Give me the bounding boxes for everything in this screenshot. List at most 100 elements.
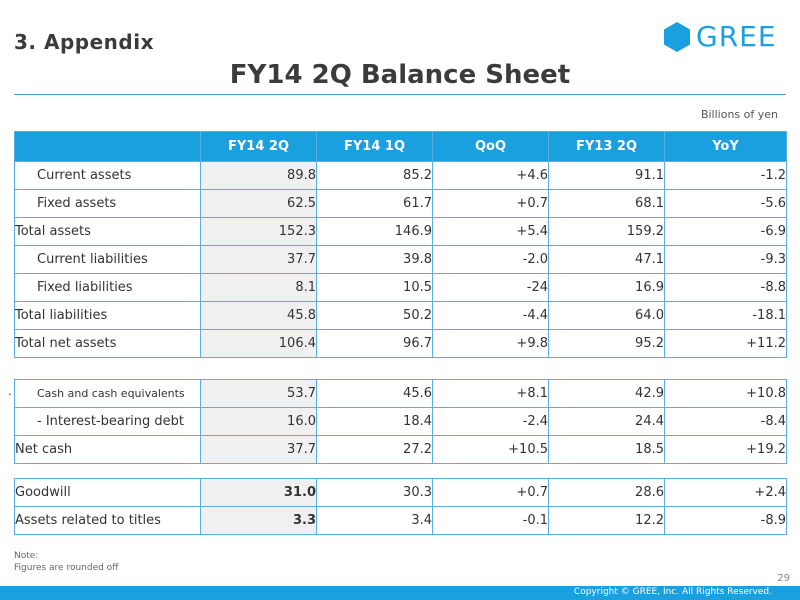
page-title: FY14 2Q Balance Sheet [229, 60, 571, 90]
value-cell: 18.4 [316, 407, 433, 436]
row-label: Total assets [14, 217, 201, 246]
row-label: Total liabilities [14, 301, 201, 330]
row-label: Fixed liabilities [14, 273, 201, 302]
value-cell: 96.7 [316, 329, 433, 358]
value-cell: 10.5 [316, 273, 433, 302]
value-cell: +10.5 [432, 435, 549, 464]
value-cell: 62.5 [200, 189, 317, 218]
value-cell: +5.4 [432, 217, 549, 246]
copyright-text: Copyright © GREE, Inc. All Rights Reserv… [573, 587, 772, 597]
value-cell: -6.9 [664, 217, 787, 246]
row-label: Fixed assets [14, 189, 201, 218]
table-row: Goodwill 31.0 30.3 +0.7 28.6 +2.4 [14, 478, 787, 507]
balance-sheet-table: FY14 2Q FY14 1Q QoQ FY13 2Q YoY Current … [14, 131, 787, 358]
value-cell: 16.0 [200, 407, 317, 436]
value-cell: 30.3 [316, 478, 433, 507]
column-header: YoY [664, 131, 787, 162]
value-cell: +2.4 [664, 478, 787, 507]
value-cell: 45.8 [200, 301, 317, 330]
value-cell: +0.7 [432, 478, 549, 507]
value-cell: +19.2 [664, 435, 787, 464]
value-cell: 53.7 [200, 379, 317, 408]
note-text: Figures are rounded off [14, 563, 119, 573]
row-label: Cash and cash equivalents [14, 379, 201, 408]
value-cell: -2.0 [432, 245, 549, 274]
value-cell: 106.4 [200, 329, 317, 358]
value-cell: +9.8 [432, 329, 549, 358]
value-cell: +11.2 [664, 329, 787, 358]
value-cell: +4.6 [432, 161, 549, 190]
table-row: Current assets 89.8 85.2 +4.6 91.1 -1.2 [14, 161, 787, 190]
goodwill-table: Goodwill 31.0 30.3 +0.7 28.6 +2.4 Assets… [14, 478, 787, 535]
value-cell: -2.4 [432, 407, 549, 436]
table-row: Current liabilities 37.7 39.8 -2.0 47.1 … [14, 245, 787, 274]
table-row: Total net assets 106.4 96.7 +9.8 95.2 +1… [14, 329, 787, 358]
value-cell: -8.8 [664, 273, 787, 302]
value-cell: 95.2 [548, 329, 665, 358]
column-header: FY13 2Q [548, 131, 665, 162]
hexagon-logo-icon [664, 21, 690, 52]
value-cell: 37.7 [200, 435, 317, 464]
row-label: - Interest-bearing debt [14, 407, 201, 436]
logo-text: GREE [696, 20, 777, 53]
value-cell: 3.3 [200, 506, 317, 535]
value-cell: -18.1 [664, 301, 787, 330]
value-cell: 45.6 [316, 379, 433, 408]
value-cell: 64.0 [548, 301, 665, 330]
value-cell: 8.1 [200, 273, 317, 302]
page-number: 29 [777, 573, 790, 584]
footer-bar: Copyright © GREE, Inc. All Rights Reserv… [0, 586, 800, 600]
column-header: QoQ [432, 131, 549, 162]
footnote: Note: Figures are rounded off [14, 550, 118, 574]
units-label: Billions of yen [700, 108, 778, 121]
value-cell: 28.6 [548, 478, 665, 507]
table-row: Assets related to titles 3.3 3.4 -0.1 12… [14, 506, 787, 535]
value-cell: 61.7 [316, 189, 433, 218]
block-marker: . [8, 384, 12, 398]
table-row: Total liabilities 45.8 50.2 -4.4 64.0 -1… [14, 301, 787, 330]
value-cell: 85.2 [316, 161, 433, 190]
column-header: FY14 2Q [200, 131, 317, 162]
value-cell: 91.1 [548, 161, 665, 190]
value-cell: -8.9 [664, 506, 787, 535]
value-cell: +10.8 [664, 379, 787, 408]
value-cell: 16.9 [548, 273, 665, 302]
value-cell: 152.3 [200, 217, 317, 246]
value-cell: -4.4 [432, 301, 549, 330]
value-cell: +8.1 [432, 379, 549, 408]
column-header: FY14 1Q [316, 131, 433, 162]
value-cell: 31.0 [200, 478, 317, 507]
table-row: - Interest-bearing debt 16.0 18.4 -2.4 2… [14, 407, 787, 436]
value-cell: 89.8 [200, 161, 317, 190]
value-cell: 42.9 [548, 379, 665, 408]
value-cell: 37.7 [200, 245, 317, 274]
value-cell: 3.4 [316, 506, 433, 535]
row-label: Net cash [14, 435, 201, 464]
table-header-row: FY14 2Q FY14 1Q QoQ FY13 2Q YoY [14, 131, 787, 162]
table-row: Cash and cash equivalents 53.7 45.6 +8.1… [14, 379, 787, 408]
title-divider [14, 94, 786, 95]
net-cash-table: Cash and cash equivalents 53.7 45.6 +8.1… [14, 379, 787, 464]
table-row: Fixed assets 62.5 61.7 +0.7 68.1 -5.6 [14, 189, 787, 218]
value-cell: 27.2 [316, 435, 433, 464]
row-label: Current liabilities [14, 245, 201, 274]
value-cell: 146.9 [316, 217, 433, 246]
gree-logo: GREE [662, 20, 777, 53]
row-label: Assets related to titles [14, 506, 201, 535]
value-cell: 68.1 [548, 189, 665, 218]
section-label: 3. Appendix [14, 30, 154, 54]
row-label: Current assets [14, 161, 201, 190]
table-row: Fixed liabilities 8.1 10.5 -24 16.9 -8.8 [14, 273, 787, 302]
value-cell: -5.6 [664, 189, 787, 218]
value-cell: 24.4 [548, 407, 665, 436]
row-label: Goodwill [14, 478, 201, 507]
value-cell: -8.4 [664, 407, 787, 436]
value-cell: 50.2 [316, 301, 433, 330]
value-cell: 18.5 [548, 435, 665, 464]
note-heading: Note: [14, 551, 39, 561]
row-label: Total net assets [14, 329, 201, 358]
header-label-cell [14, 131, 201, 162]
value-cell: -0.1 [432, 506, 549, 535]
value-cell: 47.1 [548, 245, 665, 274]
value-cell: -24 [432, 273, 549, 302]
